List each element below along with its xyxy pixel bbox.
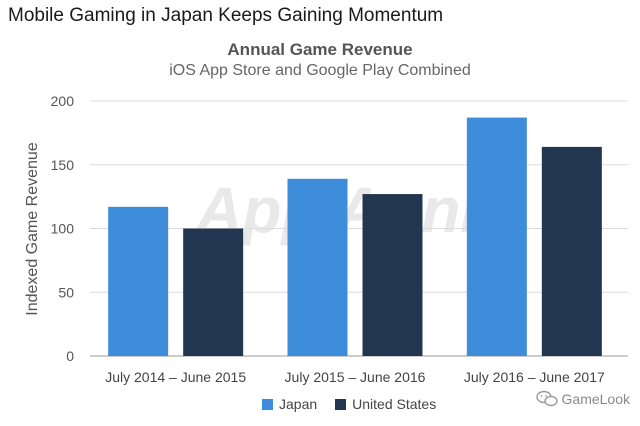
chart-subtitle: iOS App Store and Google Play Combined xyxy=(169,62,471,79)
bar-japan-2 xyxy=(287,178,348,356)
bars xyxy=(108,117,602,356)
y-tick-label: 50 xyxy=(58,284,74,300)
x-category-label: July 2014 – June 2015 xyxy=(105,369,246,385)
y-tick-labels: 0 50 100 150 200 xyxy=(51,93,75,364)
legend-swatch-united-states xyxy=(335,398,347,410)
bar-united-states-3 xyxy=(541,146,602,356)
legend-label-japan: Japan xyxy=(279,396,318,412)
bar-united-states-2 xyxy=(362,194,423,356)
legend-label-united-states: United States xyxy=(352,396,437,412)
x-category-label: July 2015 – June 2016 xyxy=(285,369,426,385)
brand-name: GameLook xyxy=(561,391,630,407)
chat-bubbles-icon xyxy=(535,390,558,407)
legend-item-united-states: United States xyxy=(335,396,436,412)
bar-japan-3 xyxy=(466,117,527,356)
legend-item-japan: Japan xyxy=(262,396,317,412)
y-tick-label: 0 xyxy=(66,348,74,364)
x-category-label: July 2016 – June 2017 xyxy=(464,369,605,385)
headline: Mobile Gaming in Japan Keeps Gaining Mom… xyxy=(8,5,444,26)
gridlines xyxy=(90,100,628,357)
y-tick-label: 200 xyxy=(51,93,75,109)
y-tick-label: 100 xyxy=(51,221,75,237)
legend-swatch-japan xyxy=(262,398,273,410)
watermark: App Annie xyxy=(194,174,514,246)
brand-mark: GameLook xyxy=(535,390,630,408)
y-tick-label: 150 xyxy=(51,157,75,173)
y-axis-label: Indexed Game Revenue xyxy=(24,142,41,316)
bar-japan-1 xyxy=(108,206,169,356)
bar-united-states-1 xyxy=(183,228,244,356)
chart-title: Annual Game Revenue xyxy=(227,40,413,59)
x-category-labels: July 2014 – June 2015 July 2015 – June 20… xyxy=(105,369,605,385)
legend: Japan United States xyxy=(262,396,454,412)
